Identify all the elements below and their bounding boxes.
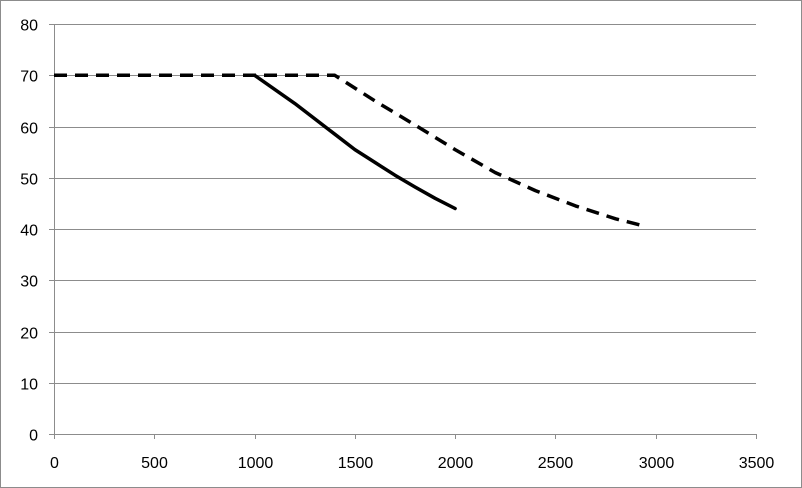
gridlines [54, 24, 756, 384]
x-tick-label-2000: 2000 [438, 455, 474, 472]
x-tick-label-3500: 3500 [739, 455, 775, 472]
x-tick-label-1000: 1000 [238, 455, 274, 472]
series-line-2-dashed [54, 73, 647, 229]
series-line-1-solid [252, 73, 457, 211]
y-tick-label-50: 50 [20, 172, 38, 189]
x-tick-label-3000: 3000 [639, 455, 675, 472]
y-tick-label-10: 10 [20, 377, 38, 394]
y-tick-label-20: 20 [20, 326, 38, 343]
x-tick-label-2500: 2500 [538, 455, 574, 472]
y-tick-label-80: 80 [20, 18, 38, 35]
x-tick-label-0: 0 [50, 455, 59, 472]
x-tick-label-1500: 1500 [338, 455, 374, 472]
axes [54, 24, 756, 435]
y-axis-ticks: 0 10 20 30 40 50 60 70 80 [20, 18, 54, 445]
y-tick-label-70: 70 [20, 69, 38, 86]
y-tick-label-0: 0 [29, 428, 38, 445]
y-tick-label-40: 40 [20, 223, 38, 240]
x-axis-ticks: 0 500 1000 1500 2000 2500 3000 3500 [50, 434, 774, 472]
x-tick-label-500: 500 [141, 455, 168, 472]
series-group [54, 73, 647, 229]
y-tick-label-30: 30 [20, 274, 38, 291]
y-tick-label-60: 60 [20, 121, 38, 138]
